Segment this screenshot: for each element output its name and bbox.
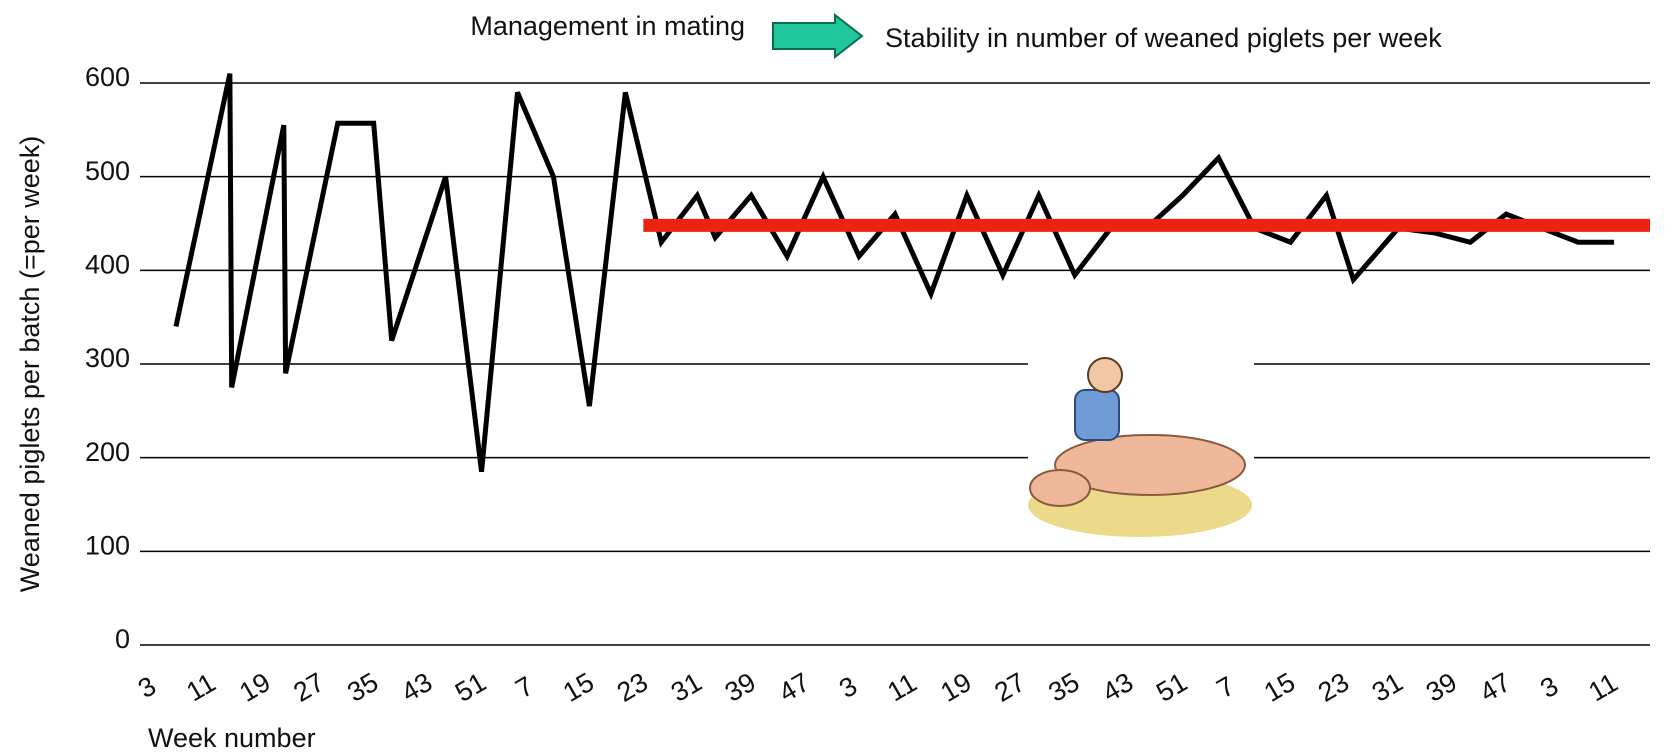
x-tick-label: 11 [181, 667, 220, 707]
y-tick-label: 100 [85, 530, 130, 560]
plot: 0 100 200 300 400 500 600 3 11 19 27 35 43 51 7 15 23 31 3… [85, 62, 1650, 708]
x-tick-label: 35 [342, 667, 383, 708]
x-tick-label: 15 [1259, 667, 1300, 708]
x-tick-label: 19 [935, 667, 976, 708]
x-tick-label: 7 [511, 671, 539, 704]
x-tick-label: 23 [1313, 667, 1354, 708]
x-tick-label: 39 [720, 667, 761, 708]
x-tick-label: 11 [882, 667, 921, 707]
x-tick-label: 15 [558, 667, 599, 708]
x-axis-label: Week number [148, 723, 316, 753]
annotation: Stability in number of weaned piglets pe… [885, 23, 1442, 53]
x-tick-label: 51 [450, 667, 491, 708]
line [173, 73, 1615, 473]
x-tick-label: 11 [1583, 667, 1622, 707]
y-tick-label: 0 [115, 624, 130, 654]
y-tick-label: 400 [85, 249, 130, 279]
x-tick-label: 19 [234, 667, 275, 708]
x-tick-label: 35 [1043, 667, 1084, 708]
annotation: Management in mating [470, 11, 745, 41]
x-tick-label: 3 [133, 671, 161, 704]
arrow [772, 12, 864, 60]
x-tick-label: 47 [774, 667, 815, 708]
x-tick-label: 7 [1212, 671, 1240, 704]
x-tick-label: 3 [834, 671, 862, 704]
y-tick-label: 200 [85, 437, 130, 467]
x-tick-label: 23 [612, 667, 653, 708]
x-tick-label: 27 [989, 667, 1030, 708]
y-tick-label: 600 [85, 62, 130, 92]
x-tick-label: 43 [1097, 667, 1138, 708]
x-tick-label: 47 [1475, 667, 1516, 708]
x-tick-label: 43 [396, 667, 437, 708]
y-tick-label: 500 [85, 156, 130, 186]
y-axis-label: Weaned piglets per batch (=per week) [15, 136, 45, 593]
y-tick-label: 300 [85, 343, 130, 373]
x-tick-label: 39 [1421, 667, 1462, 708]
illustration [1028, 328, 1254, 538]
x-tick-label: 51 [1151, 667, 1192, 708]
x-tick-label: 31 [1367, 667, 1408, 708]
x-tick-label: 31 [666, 667, 707, 708]
x-tick-label: 3 [1535, 671, 1563, 704]
x-tick-label: 27 [288, 667, 329, 708]
